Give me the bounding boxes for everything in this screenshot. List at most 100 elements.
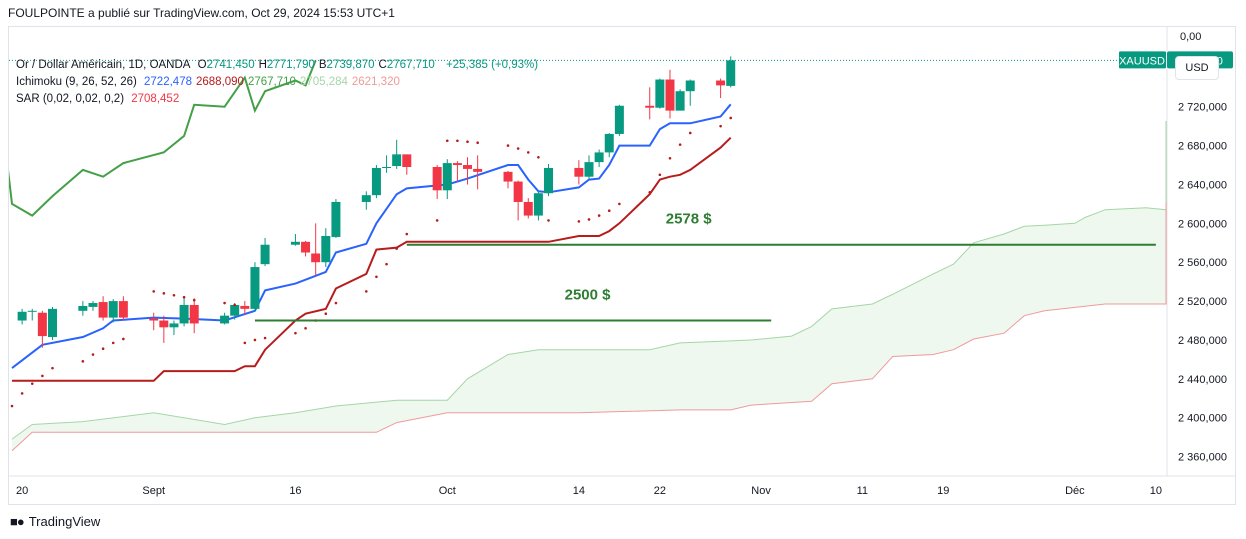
candle-body <box>27 310 37 312</box>
candle[interactable] <box>473 155 483 190</box>
candle[interactable] <box>179 296 189 327</box>
candle[interactable] <box>331 199 341 238</box>
sar-dot <box>445 139 449 143</box>
sar-dot <box>719 124 722 128</box>
candle[interactable] <box>37 310 47 348</box>
candle-body <box>604 133 614 153</box>
sar-dot <box>172 293 176 297</box>
candle[interactable] <box>17 308 27 325</box>
candle[interactable] <box>382 155 392 173</box>
candle-body <box>432 166 442 191</box>
sar-dot <box>324 312 328 316</box>
candle[interactable] <box>655 78 665 109</box>
y-tick-label: 2 600,000 <box>1178 218 1227 230</box>
candle[interactable] <box>675 89 685 111</box>
sar-dot <box>375 275 378 279</box>
candle[interactable] <box>189 298 199 334</box>
candle[interactable] <box>645 87 655 120</box>
candle[interactable] <box>513 180 523 221</box>
y-tick-label: 2 400,000 <box>1178 413 1227 425</box>
sar-dots <box>10 116 733 408</box>
candle[interactable] <box>685 79 695 106</box>
candle-body <box>513 181 523 202</box>
candle[interactable] <box>371 165 381 199</box>
legend-ichimoku-row[interactable]: Ichimoku (9, 26, 52, 26) 2722,478 2688,09… <box>16 76 408 88</box>
candle[interactable] <box>463 157 473 185</box>
candle[interactable] <box>533 190 543 221</box>
candle[interactable] <box>301 240 311 257</box>
x-tick-label: 11 <box>857 485 868 497</box>
ichimoku-values: 2722,478 2688,090 2767,710 2705,284 2621,320 <box>144 76 404 88</box>
sar-dot <box>587 218 591 221</box>
candle[interactable] <box>98 296 108 321</box>
candle-body <box>179 304 189 324</box>
candle[interactable] <box>27 308 37 321</box>
candle[interactable] <box>574 160 584 185</box>
candle[interactable] <box>614 104 624 136</box>
candle[interactable] <box>311 223 321 276</box>
candle-body <box>240 305 250 309</box>
price-scale[interactable] <box>1167 27 1235 504</box>
candle[interactable] <box>169 320 179 336</box>
legend-symbol-row: Or / Dollar Américain, 1D, OANDA O2741,4… <box>16 59 542 71</box>
candle-body <box>574 167 584 177</box>
candle[interactable] <box>392 139 402 169</box>
x-tick-label: Déc <box>1065 485 1085 497</box>
candle[interactable] <box>452 161 462 182</box>
candle-body <box>321 235 331 263</box>
candle[interactable] <box>432 165 442 200</box>
candle[interactable] <box>361 191 371 210</box>
ohlc-value-c: 2767,710 <box>386 59 435 71</box>
ohlc-key-o: O <box>197 59 207 71</box>
candle-body <box>301 241 311 253</box>
sar-dot <box>182 295 186 299</box>
sar-dot <box>304 326 307 330</box>
candle[interactable] <box>716 78 726 98</box>
candle[interactable] <box>159 315 169 343</box>
candle[interactable] <box>321 228 331 268</box>
candle[interactable] <box>108 299 118 323</box>
sar-dot <box>334 301 338 305</box>
candle[interactable] <box>503 170 513 189</box>
candle[interactable] <box>604 132 614 158</box>
sar-dot <box>30 382 34 385</box>
candle[interactable] <box>260 237 270 267</box>
candle[interactable] <box>442 159 452 200</box>
sar-dot <box>233 303 237 307</box>
candle-body <box>220 315 230 324</box>
candle-body <box>47 308 57 338</box>
sar-dot <box>526 151 530 154</box>
senkou-span-b-line <box>11 202 1167 452</box>
candle[interactable] <box>402 154 412 175</box>
candle[interactable] <box>78 301 88 316</box>
candle[interactable] <box>88 301 98 311</box>
level-label: 2578 $ <box>666 211 713 228</box>
candle[interactable] <box>240 301 250 315</box>
candle[interactable] <box>594 149 604 167</box>
sar-dot <box>597 214 601 217</box>
candle-body <box>584 162 594 177</box>
candle[interactable] <box>523 198 533 219</box>
x-tick-label: 20 <box>16 485 28 497</box>
candle[interactable] <box>118 296 128 321</box>
candle[interactable] <box>149 312 159 331</box>
sar-dot <box>111 341 115 345</box>
sar-dot <box>91 353 95 356</box>
candle-body <box>523 201 533 216</box>
kijun-sen-line <box>12 136 732 382</box>
candle[interactable] <box>726 56 736 88</box>
sar-dot <box>122 337 125 341</box>
legend-sar-row[interactable]: SAR (0,02, 0,02, 0,2) 2708,452 <box>16 93 183 105</box>
currency-button[interactable]: USD <box>1175 56 1219 80</box>
candle[interactable] <box>250 262 260 311</box>
sar-dot <box>101 347 105 351</box>
sar-dot <box>41 374 44 378</box>
candle[interactable] <box>584 155 594 180</box>
candle[interactable] <box>290 234 300 246</box>
candle[interactable] <box>47 306 57 340</box>
candle[interactable] <box>220 312 230 325</box>
candle[interactable] <box>665 69 675 119</box>
sar-dot <box>243 341 247 345</box>
candle[interactable] <box>544 164 554 197</box>
